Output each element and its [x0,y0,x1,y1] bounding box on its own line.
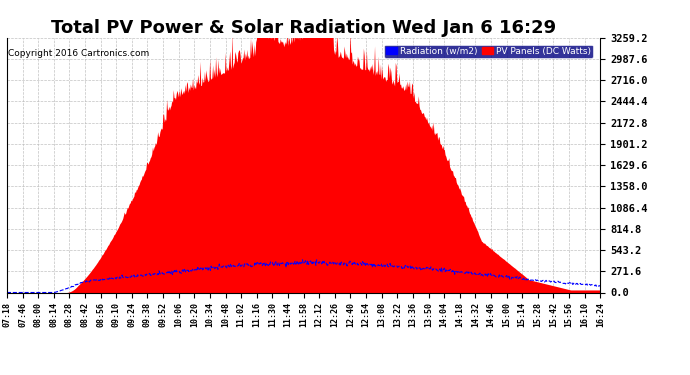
Legend: Radiation (w/m2), PV Panels (DC Watts): Radiation (w/m2), PV Panels (DC Watts) [384,45,593,58]
Text: Copyright 2016 Cartronics.com: Copyright 2016 Cartronics.com [8,49,149,58]
Title: Total PV Power & Solar Radiation Wed Jan 6 16:29: Total PV Power & Solar Radiation Wed Jan… [51,20,556,38]
